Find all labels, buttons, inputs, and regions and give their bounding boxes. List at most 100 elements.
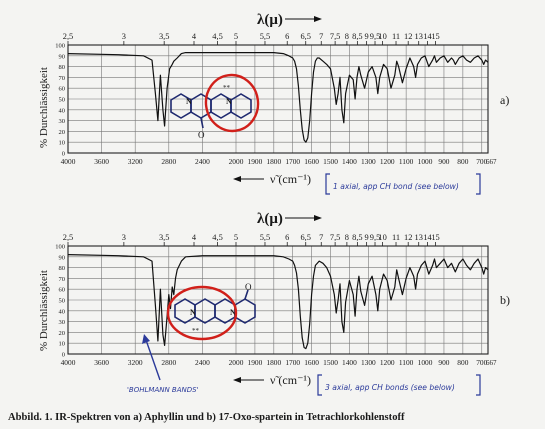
panel-b-annotation-bracket [317,374,481,396]
top-tick-label: 8 [345,32,349,41]
top-tick-label: 6,5 [300,233,310,242]
panel-a-label: a) [500,93,509,107]
top-tick-label: 5 [234,233,238,242]
y-tick-label: 100 [55,43,65,50]
panel-a-wavenumber-axis-title: ν̃ (cm⁻¹) [270,172,311,186]
y-tick-label: 20 [59,129,66,136]
bottom-tick-label: 900 [438,157,449,166]
y-tick-label: 60 [59,86,66,93]
top-tick-label: 8,5 [352,32,362,41]
bottom-tick-label: 800 [457,358,468,367]
y-tick-label: 40 [59,308,66,315]
svg-text:O: O [198,130,205,140]
top-tick-label: 3,5 [159,32,169,41]
bottom-tick-label: 1200 [380,358,395,367]
panel-a-annotation-bracket [325,173,481,195]
panel-a-red-circle [204,73,260,133]
panel-b-wavelength-arrow [285,215,322,221]
y-tick-label: 90 [59,254,66,261]
y-tick-label: 90 [59,53,66,60]
top-tick-label: 14 [423,32,432,41]
top-tick-label: 5,5 [260,32,270,41]
bottom-tick-label: 3200 [128,157,143,166]
y-tick-label: 50 [59,97,66,104]
top-tick-label: 13 [415,32,423,41]
top-tick-label: 7 [319,233,323,242]
bottom-tick-label: 1700 [285,358,300,367]
bottom-tick-label: 3200 [128,358,143,367]
y-tick-label: 80 [59,265,66,272]
bottom-tick-label: 1500 [323,157,338,166]
panel-a-bottom-axis: 4000 3600 3200 2800 2400 2000 1900 1800 1700 1600… [61,157,488,166]
top-tick-label: 6 [285,233,289,242]
bottom-tick-label: 1600 [304,157,319,166]
top-tick-label: 9 [365,32,369,41]
panel-b-bottom-axis: 4000 3600 3200 2800 2400 2000 1900 1800 1700 1600… [61,358,488,367]
panel-b-frame [67,245,489,355]
panel-b-y-axis: 0 10 20 30 40 50 60 70 80 90 100 [55,244,65,359]
panel-a-y-axis: 0 10 20 30 40 50 60 70 80 90 100 [55,43,65,158]
panel-a-handwritten-note: 1 axial, app CH bond (see below) [333,182,459,191]
bottom-tick-label: 1200 [380,157,395,166]
top-tick-label: 15 [431,32,439,41]
bottom-tick-label: 4000 [61,157,76,166]
top-tick-label: 7 [319,32,323,41]
bottom-tick-label: 4000 [61,358,76,367]
bottom-tick-label: 1300 [361,358,376,367]
bottom-tick-label: 2400 [195,358,210,367]
top-tick-label: 11 [392,32,400,41]
top-tick-label: 13 [415,233,423,242]
top-tick-label: 2,5 [63,32,73,41]
panel-a-top-axis: 2,5 3 3,5 4 4,5 5 5,5 6 6,5 7 7,5 8 8,5 9 9,510 11 12 13 1… [63,32,440,45]
y-tick-label: 10 [59,341,66,348]
bottom-tick-label: 1400 [342,157,357,166]
top-tick-label: 4,5 [212,32,222,41]
top-tick-label: 9 [365,233,369,242]
y-tick-label: 40 [59,107,66,114]
bottom-tick-label: 1900 [248,358,263,367]
top-tick-label: 9,5 [370,32,380,41]
panel-a-spectrum-line [67,52,489,143]
y-tick-label: 30 [59,118,66,125]
svg-text:N: N [186,97,192,106]
svg-text:O: O [245,282,252,292]
y-tick-label: 60 [59,287,66,294]
top-tick-label: 6 [285,32,289,41]
y-tick-label: 10 [59,140,66,147]
y-tick-label: 0 [62,352,65,359]
top-tick-label: 5 [234,32,238,41]
panel-b-y-axis-title: % Durchlässigkeit [38,270,50,351]
top-tick-label: 9,5 [370,233,380,242]
top-tick-label: 4,5 [212,233,222,242]
bottom-tick-label: 2000 [229,358,244,367]
figure-caption: Abbild. 1. IR-Spektren von a) Aphyllin u… [8,412,405,423]
top-tick-label: 11 [392,233,400,242]
bottom-tick-label: 1800 [266,358,281,367]
bottom-tick-label: 3600 [94,157,109,166]
y-tick-label: 70 [59,276,66,283]
panel-b-corner-label: 667 [486,359,497,367]
top-tick-label: 5,5 [260,233,270,242]
bottom-tick-label: 1100 [399,358,414,367]
y-tick-label: 70 [59,75,66,82]
bottom-tick-label: 1300 [361,157,376,166]
panel-a-aphyllin: 2,5 3 3,5 4 4,5 5 5,5 6 6,5 7 7,5 8 8,5 9 9,510 11 12 13 1… [38,12,509,195]
bottom-tick-label: 2000 [229,157,244,166]
panel-a-structure-drawing: N N O ** [170,84,252,140]
top-tick-label: 2,5 [63,233,73,242]
bottom-tick-label: 1600 [304,358,319,367]
svg-text:**: ** [192,327,200,335]
panel-b-wavenumber-axis-title: ν̃ (cm⁻¹) [270,373,311,387]
top-tick-label: 4 [192,233,197,242]
top-tick-label: 3,5 [159,233,169,242]
bottom-tick-label: 1500 [323,358,338,367]
bottom-tick-label: 900 [438,358,449,367]
top-tick-label: 12 [404,233,412,242]
bottom-tick-label: 700 [476,358,487,367]
top-tick-label: 7,5 [330,32,340,41]
svg-text:N: N [226,97,232,106]
top-tick-label: 15 [431,233,439,242]
panel-b-handwritten-note: 3 axial, app CH bonds (see below) [325,383,455,392]
svg-text:N: N [190,308,196,317]
top-tick-label: 6,5 [300,32,310,41]
